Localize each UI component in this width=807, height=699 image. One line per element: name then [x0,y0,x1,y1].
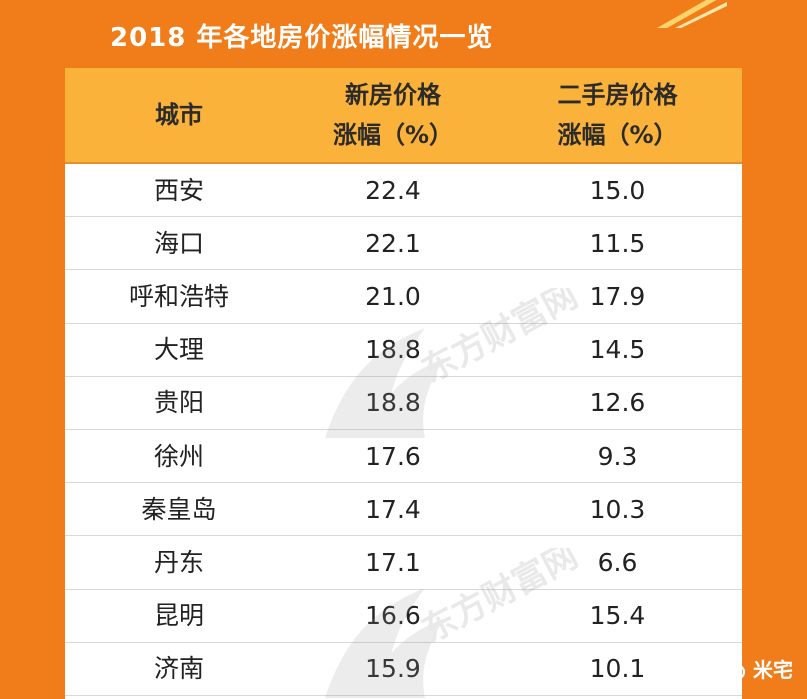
cell-new-price: 16.6 [365,601,421,631]
cell-city: 呼和浩特 [128,281,229,311]
wechat-icon [714,654,746,681]
cell-new-price: 18.8 [365,335,421,365]
cell-used-price: 12.6 [589,388,646,418]
table-row: 贵阳 18.8 12.6 [65,377,742,430]
cell-used-price: 11.5 [589,228,646,258]
cell-city: 昆明 [153,601,204,631]
header-new-price: 新房价格 涨幅（%） [293,75,493,155]
table-body: 西安 22.4 15.0 海口 22.1 11.5 呼和浩特 21.0 17.9 大理 18.8 14… [65,164,742,696]
header-new-line-1: 新房价格 [345,81,441,109]
source-badge: 米宅 [713,651,793,685]
cell-new-price: 18.8 [365,388,421,418]
cell-new-price: 21.0 [365,281,421,311]
cell-city: 海口 [153,228,204,258]
cell-used-price: 6.6 [597,547,638,577]
cell-used-price: 14.5 [589,335,646,365]
cell-city: 徐州 [153,441,204,471]
table-row: 丹东 17.1 6.6 [65,536,742,590]
cell-new-price: 15.9 [365,654,421,684]
table-header: 城市 新房价格 涨幅（%） 二手房价格 涨幅（%） [65,68,742,164]
table-row: 海口 22.1 11.5 [65,217,742,271]
decorative-spark [637,0,727,28]
cell-used-price: 15.0 [589,175,646,205]
header-used-price: 二手房价格 涨幅（%） [493,75,742,155]
badge-label: 米宅 [753,657,793,682]
data-table: 城市 新房价格 涨幅（%） 二手房价格 涨幅（%） 西安 22.4 15.0 海口 22… [65,68,742,699]
cell-used-price: 10.1 [589,654,646,684]
cell-city: 大理 [153,335,204,365]
table-row: 西安 22.4 15.0 [65,164,742,218]
cell-new-price: 17.6 [365,441,421,471]
table-row: 昆明 16.6 15.4 [65,590,742,643]
header-city: 城市 [65,95,293,135]
cell-city: 秦皇岛 [141,494,217,524]
header-city-line: 城市 [155,101,203,129]
cell-city: 西安 [153,175,204,205]
cell-new-price: 22.1 [365,228,421,258]
table-row: 秦皇岛 17.4 10.3 [65,483,742,537]
cell-used-price: 17.9 [589,281,646,311]
cell-city: 丹东 [153,547,204,577]
cell-new-price: 22.4 [365,175,421,205]
table-row: 大理 18.8 14.5 [65,324,742,377]
cell-used-price: 15.4 [589,601,646,631]
cell-used-price: 9.3 [597,441,638,471]
cell-city: 贵阳 [153,388,204,418]
header-used-line-2: 涨幅（%） [557,121,678,149]
header-new-line-2: 涨幅（%） [332,121,454,149]
cell-new-price: 17.1 [365,547,421,577]
page-title: 2018 年各地房价涨幅情况一览 [110,23,494,53]
cell-new-price: 17.4 [365,494,421,524]
cell-city: 济南 [153,654,204,684]
cell-used-price: 10.3 [589,494,646,524]
table-row: 济南 15.9 10.1 [65,643,742,696]
table-row: 呼和浩特 21.0 17.9 [65,270,742,324]
table-row: 徐州 17.6 9.3 [65,430,742,484]
header-used-line-1: 二手房价格 [557,81,678,109]
